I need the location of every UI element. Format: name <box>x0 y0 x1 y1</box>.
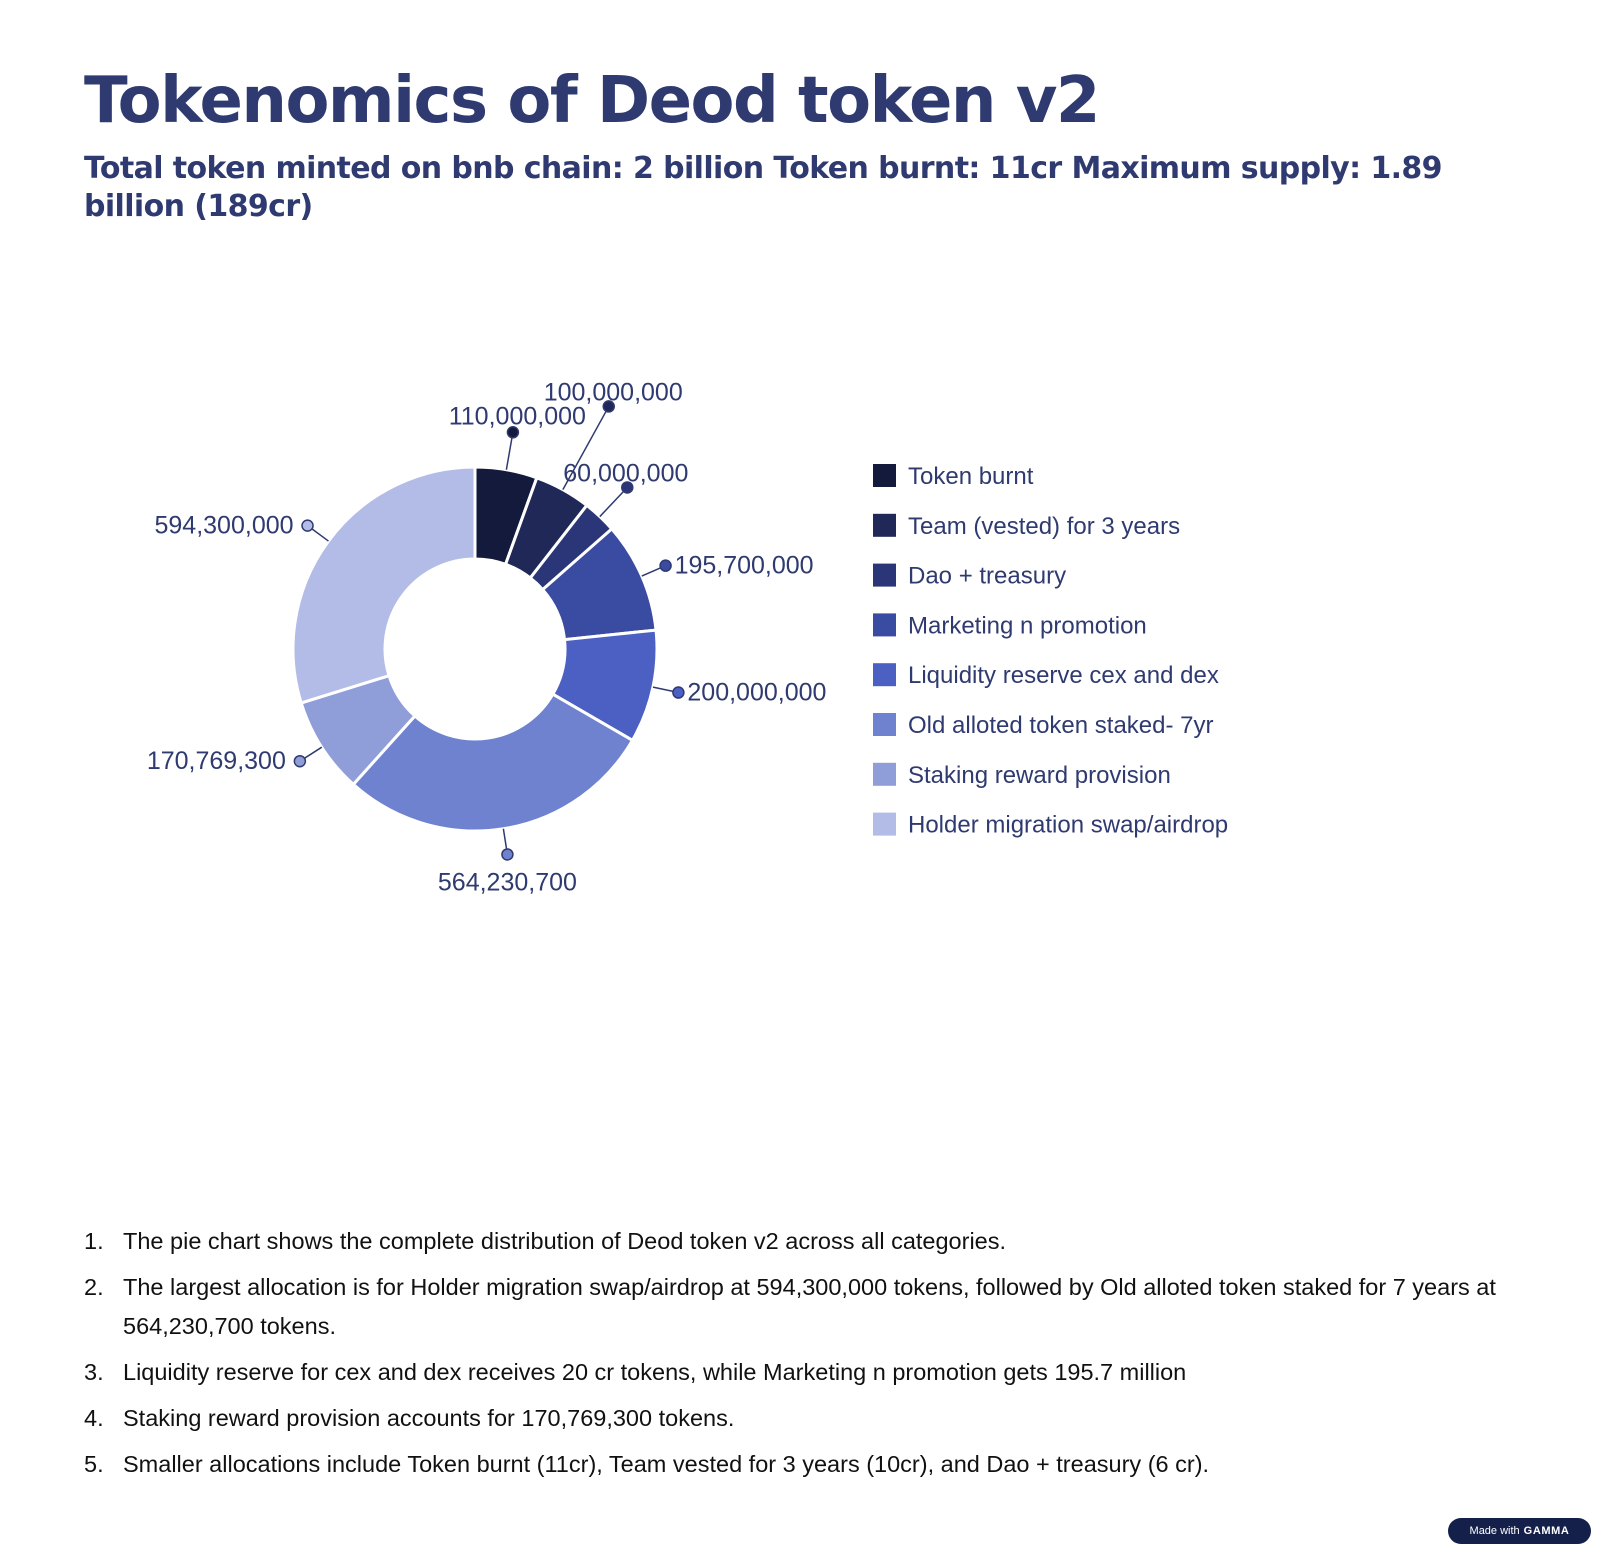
legend-label: Liquidity reserve cex and dex <box>908 662 1219 689</box>
note-number: 5. <box>84 1451 104 1477</box>
note-text: The largest allocation is for Holder mig… <box>123 1274 1496 1339</box>
notes-list: 1. The pie chart shows the complete distr… <box>84 1222 1524 1491</box>
leader-line <box>505 432 514 470</box>
page-subtitle: Total token minted on bnb chain: 2 billi… <box>84 151 1443 224</box>
legend-label: Holder migration swap/airdrop <box>908 812 1228 839</box>
legend-swatch <box>873 663 896 687</box>
legend-swatch <box>873 713 896 736</box>
made-with-gamma-badge[interactable]: Made with GAMMA <box>1448 1518 1591 1544</box>
leader-dot <box>621 481 634 494</box>
leader-dot <box>659 559 672 572</box>
note-number: 3. <box>84 1359 104 1385</box>
donut-slice <box>291 465 477 705</box>
legend-swatch <box>873 762 896 786</box>
donut-slice <box>351 692 635 833</box>
legend-label: Marketing n promotion <box>908 612 1147 639</box>
legend-label: Old alloted token staked- 7yr <box>908 712 1214 739</box>
note-text: The pie chart shows the complete distrib… <box>123 1228 1007 1254</box>
data-label: 110,000,000 <box>449 402 586 430</box>
note-item: 4. Staking reward provision accounts for … <box>84 1399 1524 1438</box>
leader-dot <box>672 686 685 699</box>
data-label: 100,000,000 <box>544 380 683 406</box>
gamma-logo: GAMMA <box>1523 1525 1570 1537</box>
note-item: 3. Liquidity reserve for cex and dex rece… <box>84 1353 1524 1392</box>
legend-label: Staking reward provision <box>908 762 1171 789</box>
data-label: 594,300,000 <box>155 512 294 540</box>
leader-dot <box>506 426 520 439</box>
legend-swatch <box>873 513 896 537</box>
legend-swatch <box>873 464 896 487</box>
page-title: Tokenomics of Deod token v2 <box>84 64 1100 138</box>
note-item: 1. The pie chart shows the complete distr… <box>84 1222 1524 1261</box>
note-item: 2. The largest allocation is for Holder m… <box>84 1268 1524 1346</box>
leader-dot <box>293 754 307 768</box>
legend-label: Token burnt <box>908 463 1034 490</box>
data-label: 170,769,300 <box>147 747 286 775</box>
legend-swatch <box>873 613 896 637</box>
note-text: Smaller allocations include Token burnt … <box>123 1451 1210 1477</box>
legend-swatch <box>873 563 896 587</box>
note-number: 4. <box>84 1405 104 1431</box>
note-number: 2. <box>84 1274 104 1300</box>
data-label: 564,230,700 <box>438 868 577 896</box>
note-text: Liquidity reserve for cex and dex receiv… <box>123 1359 1187 1385</box>
leader-line <box>599 486 628 518</box>
data-label: 200,000,000 <box>687 679 826 707</box>
leader-line <box>562 406 610 490</box>
note-item: 5. Smaller allocations include Token burn… <box>84 1445 1524 1484</box>
badge-prefix: Made with <box>1469 1525 1520 1537</box>
leader-dot <box>301 519 314 532</box>
leader-dot <box>501 848 514 861</box>
legend-label: Dao + treasury <box>908 563 1066 590</box>
legend-label: Team (vested) for 3 years <box>908 513 1180 540</box>
note-number: 1. <box>84 1228 104 1254</box>
leader-dot <box>602 400 616 413</box>
legend-swatch <box>873 812 896 836</box>
note-text: Staking reward provision accounts for 17… <box>123 1405 735 1431</box>
data-label: 60,000,000 <box>563 459 688 487</box>
data-label: 195,700,000 <box>675 552 814 580</box>
